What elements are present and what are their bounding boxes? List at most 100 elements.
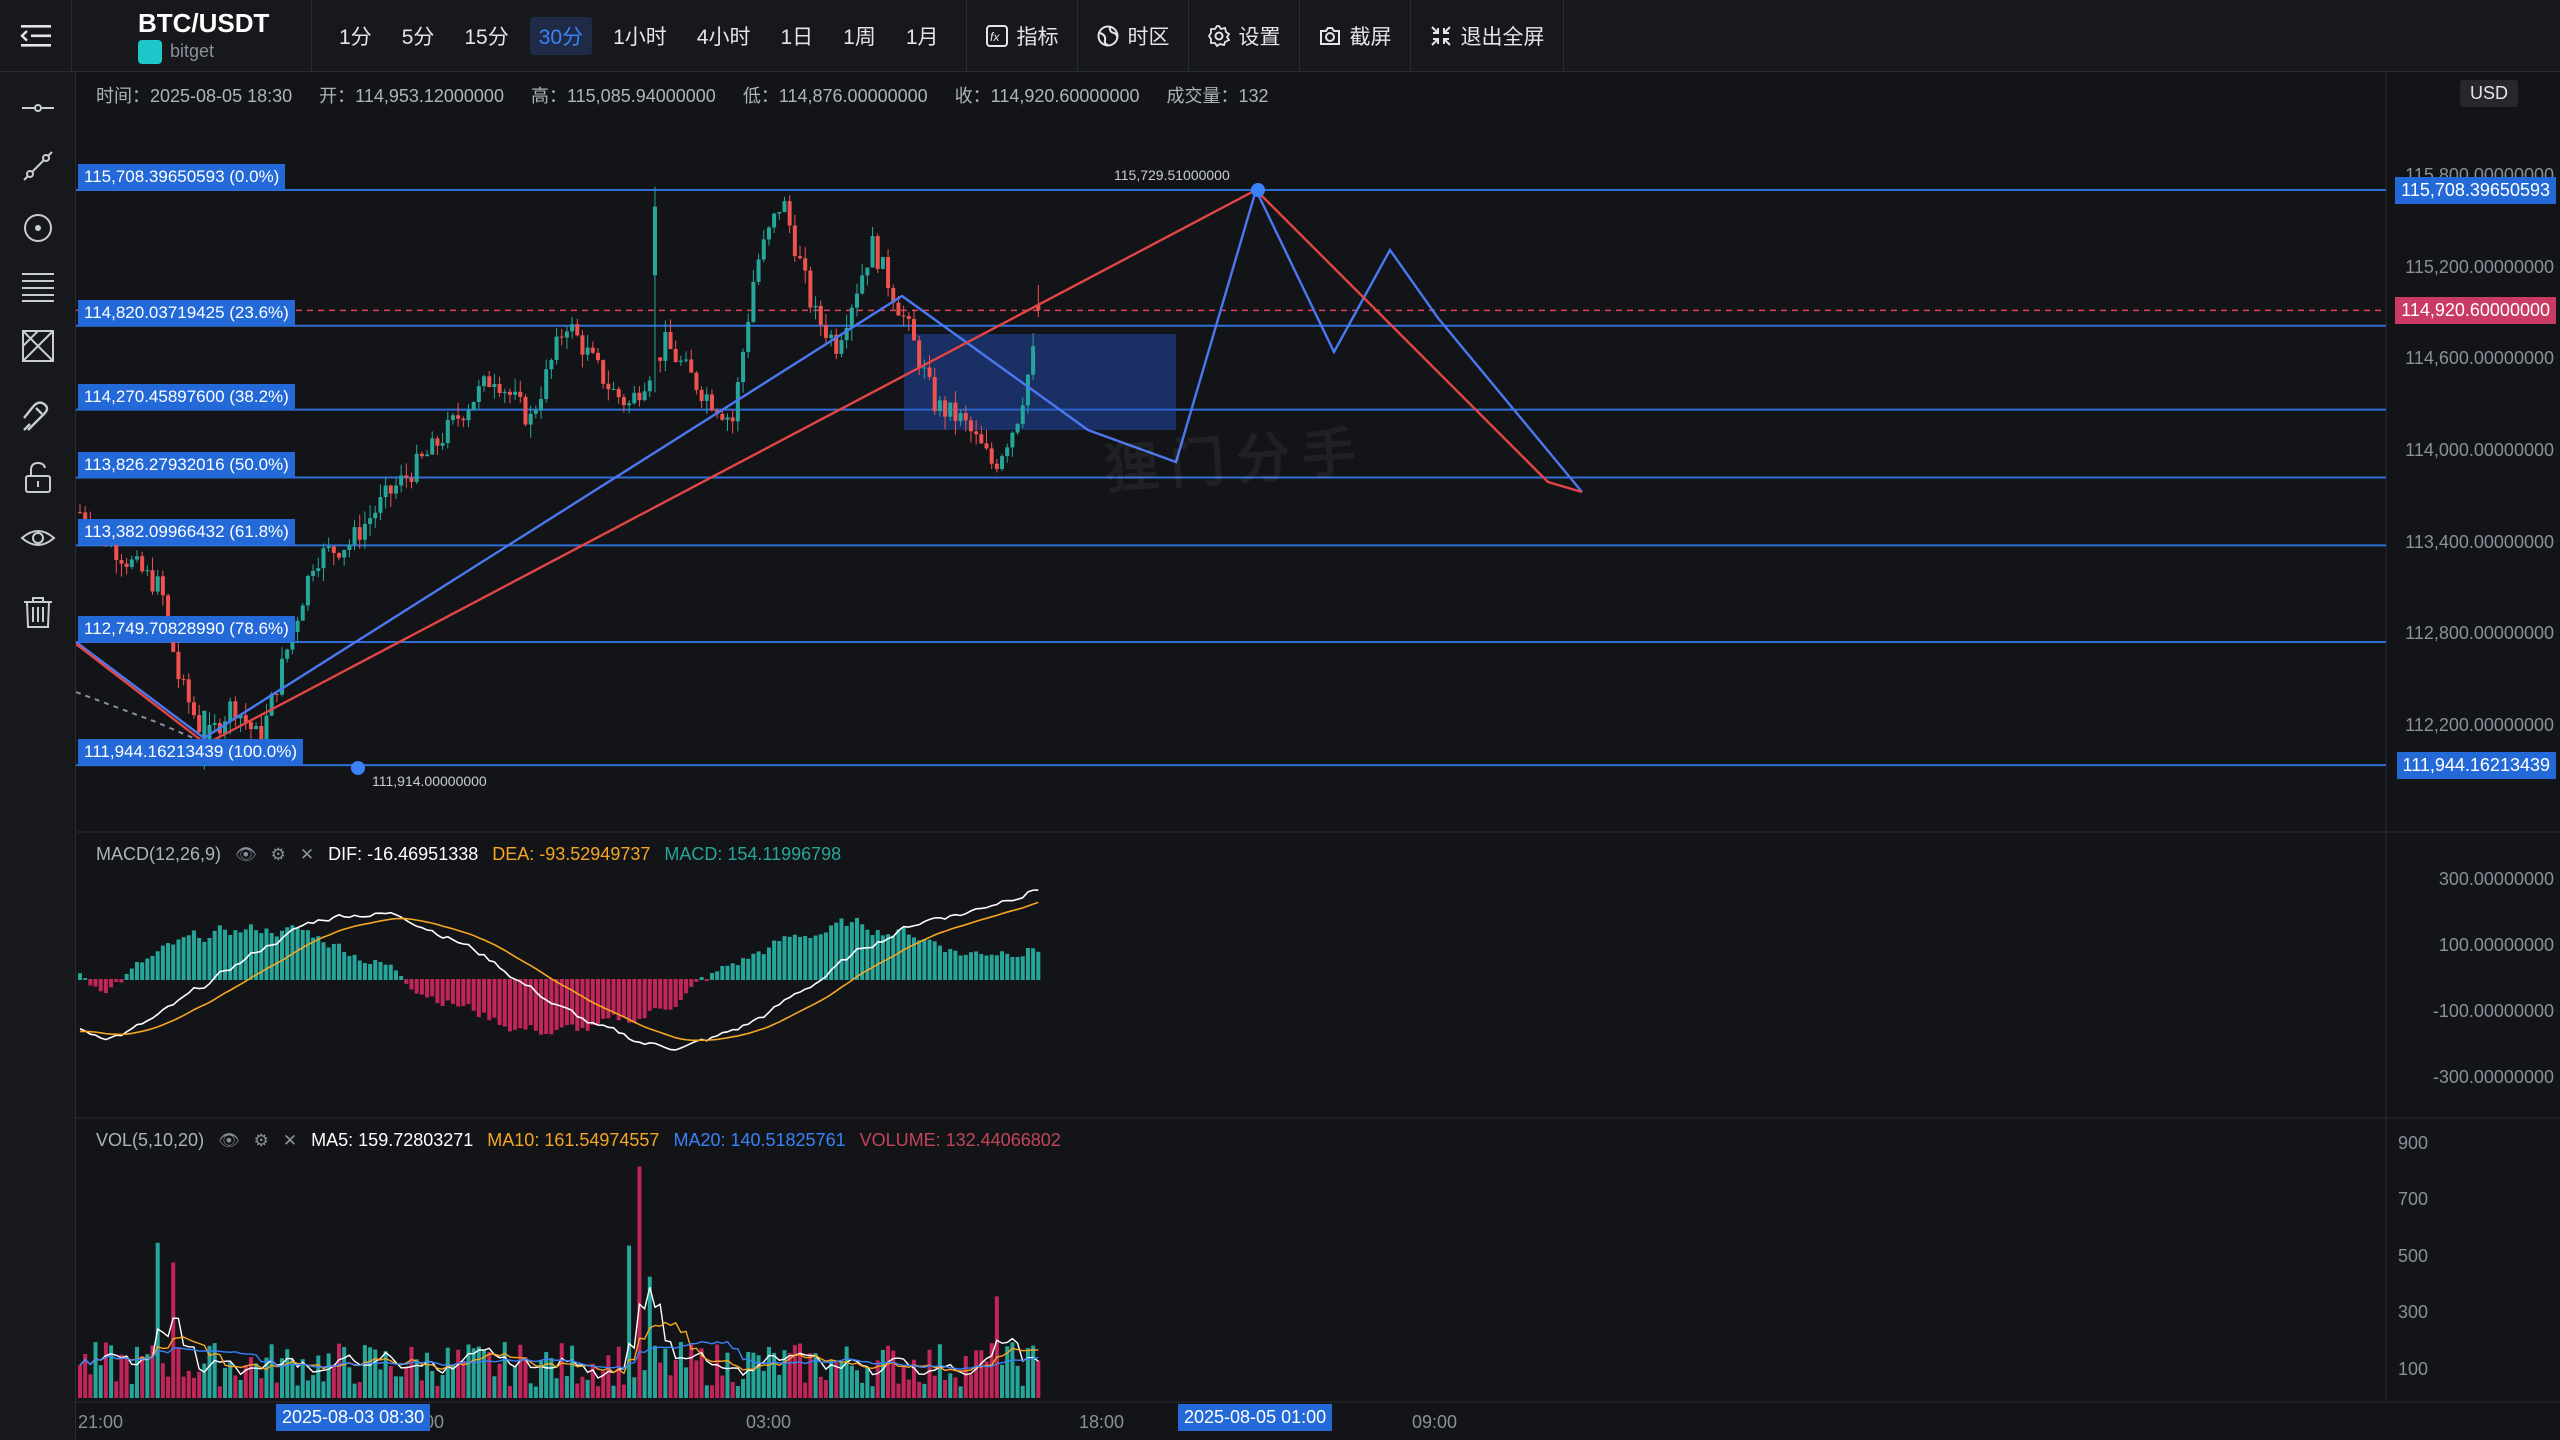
gear-icon[interactable]: ⚙ [253,1130,269,1150]
fib-level-label: 114,820.03719425 (23.6%) [78,299,295,326]
settings-button[interactable]: 设置 [1189,0,1300,72]
fib-level-label: 112,749.70828990 (78.6%) [78,616,295,643]
macd-histogram-bar [891,935,896,980]
chart-area[interactable]: 时间：2025-08-05 18:30 开：114,953.12000000 高… [76,72,2560,1440]
currency-badge[interactable]: USD [2459,80,2518,107]
macd-histogram-bar [948,948,953,980]
candle [228,701,233,722]
interval-button[interactable]: 1月 [905,25,939,49]
macd-histogram-bar [378,961,383,980]
close-icon[interactable]: ✕ [282,1130,298,1150]
macd-histogram-bar [217,925,222,980]
fibonacci-tool[interactable] [18,266,58,306]
volume-bar [699,1348,704,1398]
candle [430,438,435,455]
candle [901,315,906,317]
pattern-tool[interactable] [18,326,58,366]
candle [285,649,290,659]
candle [590,347,595,353]
symbol-selector[interactable]: BTC/USDT bitget [72,0,312,72]
candle [186,679,191,703]
volume-bar [725,1352,730,1398]
volume-bar [134,1346,139,1398]
gear-icon [1207,24,1230,47]
interval-button[interactable]: 1小时 [613,25,667,49]
lock-tool[interactable] [18,458,58,498]
candle [994,463,999,469]
macd-histogram-bar [787,936,792,980]
hide-eye-icon[interactable]: 👁 [218,1130,240,1150]
delete-tool[interactable] [18,592,58,632]
x-axis-label: 09:00 [1412,1412,1458,1432]
interval-button[interactable]: 30分 [529,16,593,55]
circle-tool[interactable] [18,208,58,248]
interval-button[interactable]: 1周 [843,25,876,49]
candle [419,453,424,457]
xabcd-pattern-icon [22,330,54,362]
macd-histogram-bar [813,935,818,980]
volume-bar [668,1375,673,1398]
vol-volume: VOLUME: 132.44066802 [859,1130,1061,1150]
interval-button[interactable]: 4小时 [696,25,751,49]
gear-icon[interactable]: ⚙ [270,844,286,864]
x-axis-label: 21:00 [78,1412,124,1432]
macd-histogram-bar [559,979,564,1028]
price-axis-tag: 114,920.60000000 [2395,297,2556,325]
fib-level-label: 111,944.16213439 (100.0%) [78,739,303,766]
vol-title: VOL(5,10,20) [96,1130,205,1150]
candle [735,382,740,422]
candle [134,556,139,560]
candle [259,725,264,746]
volume-bar [497,1363,502,1398]
macd-histogram-bar [171,944,176,980]
screenshot-button[interactable]: 截屏 [1300,0,1411,72]
magnet-tool[interactable] [18,398,58,438]
macd-histogram-bar [730,963,735,980]
macd-histogram-bar [160,945,165,980]
candle [295,620,300,632]
candle [461,418,466,421]
candle [450,415,455,420]
interval-button[interactable]: 1日 [780,25,814,49]
macd-histogram-bar [782,936,787,980]
trend-line-tool[interactable] [18,146,58,186]
hide-eye-icon[interactable]: 👁 [235,844,257,864]
interval-button[interactable]: 15分 [464,25,509,49]
timezone-button[interactable]: 时区 [1078,0,1189,72]
macd-histogram-bar [326,947,331,980]
volume-axis-label: 700 [2398,1189,2429,1210]
close-icon[interactable]: ✕ [299,844,315,864]
candle [248,722,253,730]
candle [554,336,559,361]
macd-histogram-bar [808,938,813,980]
indicators-button[interactable]: fx 指标 [967,0,1078,72]
chart-canvas[interactable] [76,72,2560,1440]
high-point-label: 115,729.51000000 [1114,167,1230,183]
interval-button[interactable]: 1分 [339,25,372,49]
visibility-tool[interactable] [18,518,58,558]
macd-histogram-bar [689,979,694,987]
macd-histogram-bar [264,928,269,980]
candle [704,394,709,402]
macd-histogram-bar [621,979,626,1018]
drawing-toolbar [0,72,76,1440]
macd-histogram-bar [212,930,217,980]
interval-button[interactable]: 5分 [401,25,435,49]
macd-histogram-bar [1020,956,1025,980]
vol-ma5: MA5: 159.72803271 [311,1130,474,1150]
volume-bar [129,1384,134,1398]
macd-histogram-bar [88,979,93,986]
candle [414,453,419,482]
candle [145,570,150,572]
menu-button[interactable] [0,0,72,72]
volume-axis-label: 100 [2398,1358,2429,1379]
exit-fullscreen-button[interactable]: 退出全屏 [1411,0,1564,72]
macd-histogram-bar [238,932,243,980]
candle [855,293,859,308]
x-axis-marker-badge: 2025-08-03 08:30 [276,1404,431,1431]
horizontal-line-tool[interactable] [18,88,58,128]
candle [642,391,647,401]
candle [896,302,901,316]
macd-histogram-bar [290,925,295,980]
candle [787,201,792,226]
